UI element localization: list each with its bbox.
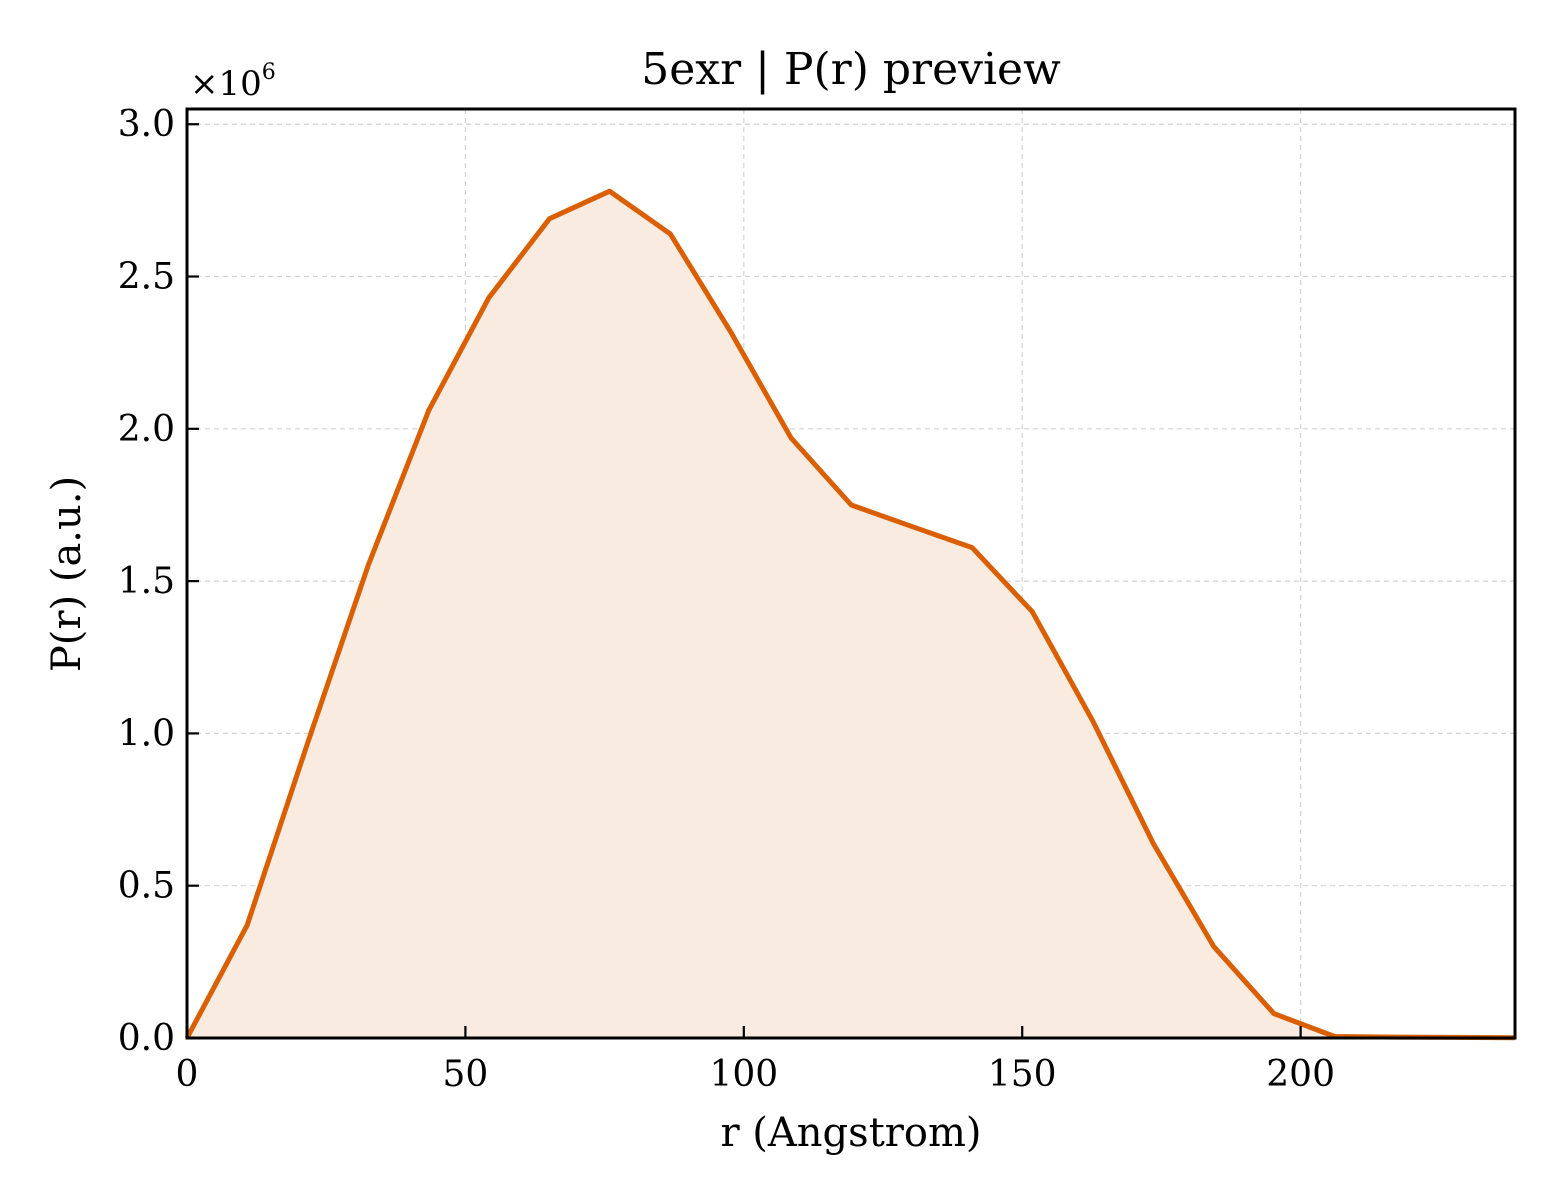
y-scale-exponent: 6 (262, 60, 276, 85)
x-axis-title: r (Angstrom) (720, 1110, 981, 1156)
x-tick-label: 150 (988, 1054, 1057, 1095)
y-scale-multiplier: ×106 (190, 60, 276, 104)
y-scale-base: ×10 (190, 64, 262, 104)
y-tick-label: 1.0 (118, 713, 175, 754)
series-line (184, 188, 1516, 1041)
chart-title: 5exr | P(r) preview (641, 44, 1061, 95)
y-tick-label: 3.0 (118, 104, 175, 145)
plot-frame (185, 107, 1517, 1040)
y-tick-label: 0.0 (118, 1018, 175, 1059)
y-tick-label: 2.0 (118, 409, 175, 450)
y-axis-title: P(r) (a.u.) (44, 476, 90, 672)
y-tick-label: 2.5 (118, 257, 175, 298)
x-tick-label: 200 (1266, 1054, 1335, 1095)
y-tick-label: 0.5 (118, 866, 175, 907)
x-tick-label: 100 (709, 1054, 778, 1095)
x-tick-label: 50 (443, 1054, 489, 1095)
y-axis-ticks: 0.0 0.5 1.0 1.5 2.0 2.5 3.0 (118, 104, 199, 1059)
area-fill (187, 191, 1515, 1038)
y-tick-label: 1.5 (118, 561, 175, 602)
x-tick-label: 0 (176, 1054, 199, 1095)
x-axis-ticks: 0 50 100 150 200 (176, 1026, 1335, 1095)
